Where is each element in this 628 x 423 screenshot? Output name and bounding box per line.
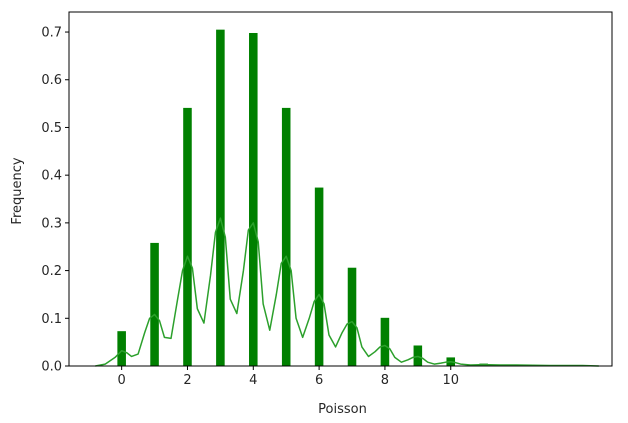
bar-5 <box>281 107 291 366</box>
bar-0 <box>117 331 126 366</box>
plot-area <box>95 29 599 367</box>
y-tick-label: 0.0 <box>41 360 62 375</box>
y-tick-label: 0.7 <box>41 26 62 41</box>
y-tick-label: 0.3 <box>41 216 62 231</box>
plot-frame <box>68 11 613 367</box>
y-tick-label: 0.5 <box>41 121 62 136</box>
x-tick-label: 2 <box>183 373 191 388</box>
bar-4 <box>249 32 258 366</box>
bar-2 <box>183 107 192 366</box>
y-axis-label: Frequency <box>10 157 25 224</box>
axes: 0 2 4 6 8 10 0.0 0.1 0.2 0.3 0.4 0.5 0.6 0.7 <box>41 11 613 388</box>
y-tick-label: 0.1 <box>41 312 62 327</box>
bar-1 <box>150 242 159 366</box>
y-tick-label: 0.4 <box>41 169 62 184</box>
y-tick-label: 0.2 <box>41 264 62 279</box>
x-axis-label: Poisson <box>318 402 367 417</box>
x-tick-label: 0 <box>118 373 126 388</box>
bar-8 <box>380 317 390 366</box>
x-tick-label: 8 <box>381 373 389 388</box>
bar-3 <box>216 29 225 367</box>
x-tick-label: 10 <box>442 373 459 388</box>
bar-6 <box>314 187 324 366</box>
x-tick-label: 4 <box>249 373 257 388</box>
bar-7 <box>347 267 357 366</box>
kde-line <box>95 217 599 367</box>
y-tick-label: 0.6 <box>41 73 62 88</box>
x-tick-label: 6 <box>315 373 323 388</box>
